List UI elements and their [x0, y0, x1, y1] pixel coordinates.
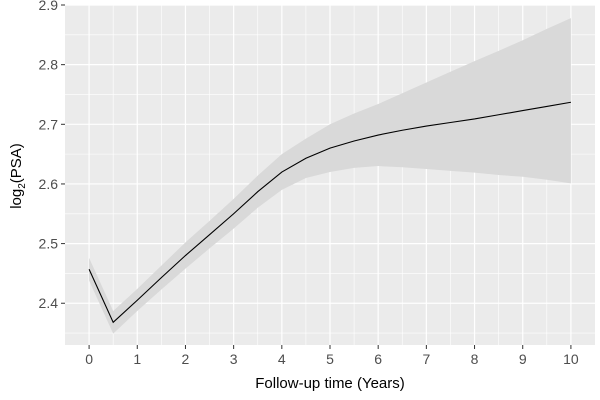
y-tick-label: 2.8 — [39, 57, 59, 73]
x-tick-label: 10 — [563, 351, 579, 367]
fitted-line — [88, 101, 572, 324]
x-tick-label: 1 — [133, 351, 141, 367]
grid-major — [65, 4, 595, 345]
x-tick-label: 7 — [422, 351, 430, 367]
x-tick-label: 6 — [374, 351, 382, 367]
y-tick-label: 2.6 — [39, 176, 59, 192]
x-axis-title: Follow-up time (Years) — [255, 375, 405, 392]
x-tick-label: 9 — [519, 351, 527, 367]
y-tick-label: 2.4 — [39, 295, 59, 311]
x-tick-label: 2 — [182, 351, 190, 367]
y-axis-title: log2(PSA) — [8, 143, 28, 209]
y-tick-label: 2.7 — [39, 116, 59, 132]
y-tick-label: 2.9 — [39, 0, 59, 13]
y-axis-ticks: 2.4 2.5 2.6 2.7 2.8 2.9 — [39, 0, 65, 311]
y-tick-label: 2.5 — [39, 236, 59, 252]
x-tick-label: 8 — [471, 351, 479, 367]
x-tick-label: 0 — [85, 351, 93, 367]
x-tick-label: 4 — [278, 351, 286, 367]
x-tick-label: 5 — [326, 351, 334, 367]
confidence-ribbon — [89, 18, 571, 334]
y-axis-title-subscript: 2 — [17, 183, 28, 189]
y-axis-title-rest: (PSA) — [8, 143, 25, 183]
x-tick-label: 3 — [230, 351, 238, 367]
y-axis-title-main: log — [8, 189, 25, 209]
x-axis-ticks: 0 1 2 3 4 5 6 7 8 9 10 — [85, 345, 579, 367]
